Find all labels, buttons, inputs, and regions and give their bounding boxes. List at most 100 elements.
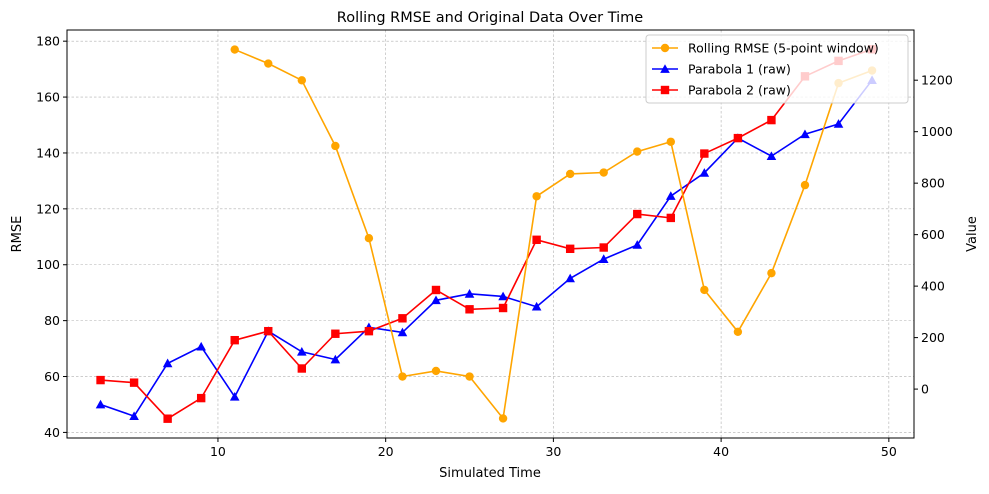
- data-point: [331, 141, 340, 151]
- legend-item: Parabola 1 (raw): [652, 62, 791, 77]
- legend-marker: [660, 43, 670, 53]
- data-point: [331, 329, 340, 338]
- x-tick-label: 10: [210, 444, 226, 459]
- y-right-tick-label: 1000: [921, 124, 953, 139]
- data-point: [196, 341, 206, 351]
- y-axis-right-label: Value: [965, 216, 980, 252]
- data-point: [397, 327, 408, 337]
- x-tick-label: 30: [545, 444, 561, 459]
- data-point: [632, 240, 643, 249]
- data-point: [498, 414, 508, 423]
- series-line: [100, 79, 873, 418]
- data-point: [498, 291, 508, 301]
- data-point: [833, 119, 844, 128]
- data-point: [800, 180, 810, 190]
- y-left-tick-label: 140: [36, 145, 60, 160]
- y-right-tick-label: 0: [921, 382, 929, 397]
- data-point: [230, 45, 239, 54]
- data-point: [398, 372, 407, 381]
- legend-label: Parabola 1 (raw): [688, 62, 791, 77]
- data-point: [599, 243, 608, 252]
- data-point: [800, 129, 810, 139]
- data-point: [465, 305, 474, 314]
- data-point: [598, 254, 609, 263]
- data-point: [297, 364, 307, 373]
- data-point: [230, 335, 239, 345]
- data-point: [96, 375, 105, 385]
- data-point: [565, 244, 575, 254]
- data-point: [196, 393, 206, 403]
- y-left-tick-label: 40: [44, 425, 60, 440]
- data-point: [364, 233, 374, 243]
- legend-marker: [660, 64, 670, 73]
- data-point: [431, 366, 441, 376]
- data-point: [129, 378, 139, 387]
- legend-label: Parabola 2 (raw): [688, 83, 791, 98]
- data-point: [699, 168, 710, 177]
- series-3: [96, 45, 877, 423]
- legend-label: Rolling RMSE (5-point window): [688, 41, 879, 56]
- data-point: [162, 358, 173, 368]
- data-point: [229, 392, 240, 401]
- x-axis-ticks: 10 20 30 40 50: [210, 438, 897, 459]
- legend: Rolling RMSE (5-point window) Parabola 1 …: [645, 34, 909, 104]
- series-line: [234, 48, 873, 421]
- data-point: [767, 115, 776, 125]
- data-point: [264, 326, 273, 336]
- y-axis-left-ticks: 40 60 80 100 120 140 160 180: [36, 34, 67, 440]
- y-left-tick-label: 120: [36, 201, 60, 216]
- legend-item: Rolling RMSE (5-point window): [652, 41, 879, 56]
- grid: [67, 30, 914, 438]
- y-right-tick-label: 800: [921, 176, 945, 191]
- data-point: [264, 59, 273, 68]
- y-right-tick-label: 1200: [921, 73, 953, 88]
- data-point: [700, 285, 709, 295]
- data-point: [532, 192, 541, 201]
- data-point: [565, 273, 575, 283]
- data-point: [633, 147, 642, 156]
- data-point: [129, 411, 139, 420]
- data-point: [531, 301, 542, 311]
- plot-frame: [66, 29, 915, 439]
- x-tick-label: 20: [378, 444, 394, 459]
- data-point: [464, 289, 475, 298]
- y-right-tick-label: 400: [921, 279, 945, 294]
- y-left-tick-label: 180: [36, 34, 60, 49]
- data-point: [666, 137, 676, 146]
- x-tick-label: 40: [713, 444, 729, 459]
- chart-title: Rolling RMSE and Original Data Over Time: [337, 10, 643, 26]
- data-point: [700, 149, 709, 158]
- x-axis-label: Simulated Time: [439, 466, 541, 481]
- y-right-tick-label: 200: [921, 330, 945, 345]
- data-point: [766, 151, 777, 160]
- series-2: [95, 75, 877, 420]
- legend-marker: [660, 85, 670, 95]
- series-line: [100, 48, 873, 420]
- data-point: [733, 133, 743, 143]
- x-tick-label: 50: [881, 444, 897, 459]
- series-layer: [95, 45, 877, 423]
- data-point: [666, 191, 676, 200]
- data-point: [163, 414, 172, 423]
- y-left-tick-label: 60: [44, 369, 60, 384]
- y-axis-right-ticks: 0 200 400 600 800 1000 1200: [914, 73, 953, 397]
- data-point: [330, 354, 341, 364]
- data-point: [599, 168, 608, 177]
- data-point: [666, 213, 676, 223]
- data-point: [532, 235, 541, 244]
- data-point: [364, 326, 374, 336]
- y-left-tick-label: 100: [36, 257, 60, 272]
- data-point: [297, 346, 307, 356]
- data-point: [398, 314, 407, 323]
- data-point: [297, 76, 307, 85]
- data-point: [95, 399, 106, 409]
- data-point: [498, 303, 508, 313]
- data-point: [633, 209, 642, 219]
- y-right-tick-label: 600: [921, 227, 945, 242]
- legend-item: Parabola 2 (raw): [652, 83, 791, 98]
- y-axis-left-label: RMSE: [10, 216, 25, 253]
- data-point: [431, 285, 441, 295]
- y-left-tick-label: 80: [44, 313, 60, 328]
- data-point: [431, 295, 441, 305]
